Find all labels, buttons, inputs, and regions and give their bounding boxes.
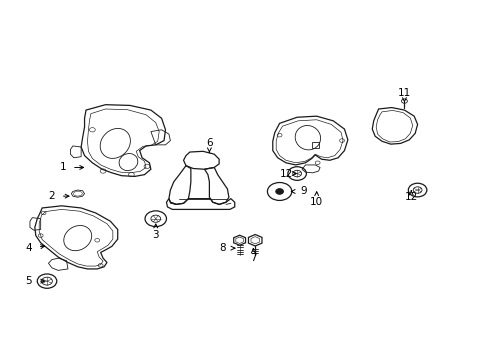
Text: 10: 10 — [309, 197, 323, 207]
Text: 6: 6 — [205, 139, 212, 148]
Text: 8: 8 — [219, 243, 225, 253]
Text: 12: 12 — [404, 192, 417, 202]
Text: 2: 2 — [48, 191, 55, 201]
Text: 5: 5 — [25, 276, 32, 286]
Text: 7: 7 — [249, 253, 256, 263]
Text: 11: 11 — [397, 88, 410, 98]
Text: 3: 3 — [152, 230, 159, 239]
Text: 9: 9 — [300, 186, 306, 197]
Text: 4: 4 — [25, 243, 32, 253]
Text: 1: 1 — [60, 162, 66, 172]
Circle shape — [275, 189, 283, 194]
Text: 12: 12 — [279, 168, 292, 179]
